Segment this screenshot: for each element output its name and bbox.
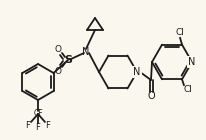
Text: F: F (26, 121, 30, 130)
Text: Cl: Cl (184, 85, 192, 94)
Text: O: O (55, 45, 62, 53)
Text: N: N (188, 57, 196, 67)
Text: N: N (133, 67, 141, 77)
Text: S: S (64, 55, 72, 65)
Text: CF: CF (33, 108, 43, 117)
Text: F: F (36, 122, 40, 131)
Text: Cl: Cl (176, 28, 184, 37)
Text: F: F (46, 121, 50, 130)
Text: O: O (55, 66, 62, 75)
Text: O: O (147, 91, 155, 101)
Text: N: N (82, 47, 90, 57)
